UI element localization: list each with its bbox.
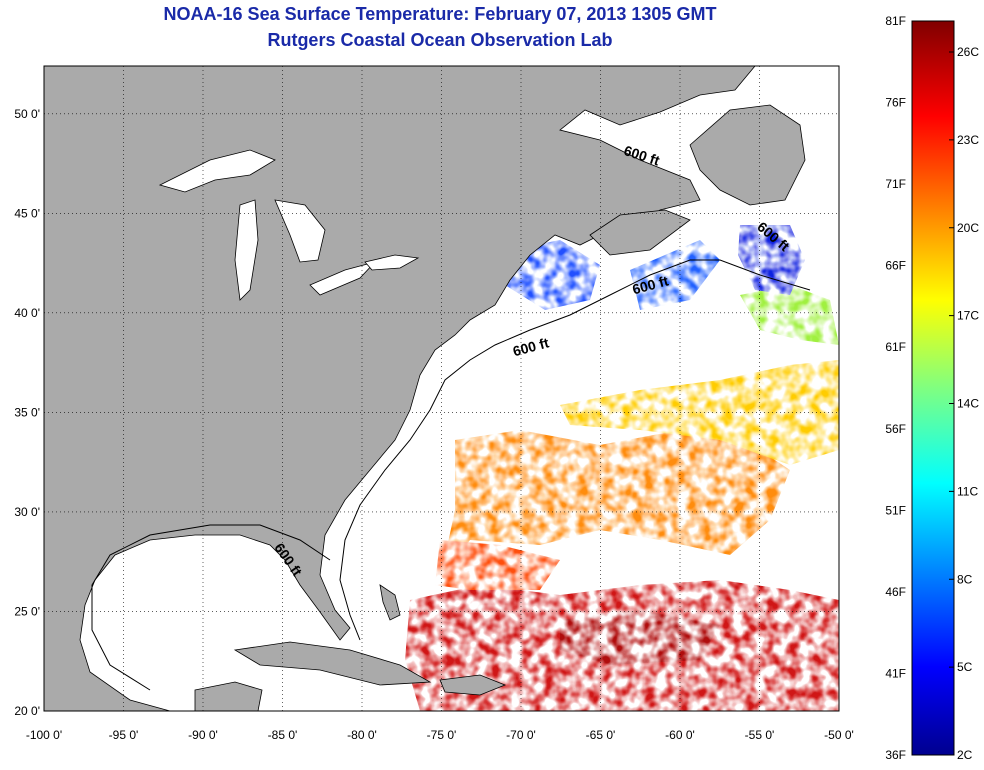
newfoundland xyxy=(689,104,806,206)
colorbar-f-label: 76F xyxy=(885,96,906,110)
lon-tick-label: -75 0' xyxy=(427,728,457,742)
colorbar-f-label: 51F xyxy=(885,503,906,517)
colorbar-f-label: 46F xyxy=(885,585,906,599)
lon-tick-label: -50 0' xyxy=(824,728,854,742)
lon-tick-label: -55 0' xyxy=(745,728,775,742)
sst-yellow-band xyxy=(560,360,839,465)
lat-tick-label: 40 0' xyxy=(14,306,40,320)
colorbar-c-label: 5C xyxy=(957,660,973,674)
colorbar-c-label: 17C xyxy=(957,309,979,323)
colorbar-ticks: 81F 76F 71F 66F 61F 56F 51F 46F 41F 36F 26C 23C 20C 1… xyxy=(885,14,979,762)
lake-huron xyxy=(274,199,326,263)
lon-tick-label: -60 0' xyxy=(665,728,695,742)
sst-data-layer xyxy=(405,225,839,711)
land-layer xyxy=(44,66,806,711)
depth-contour-600ft xyxy=(91,259,811,691)
colorbar-f-label: 81F xyxy=(885,14,906,28)
lat-tick-label: 30 0' xyxy=(14,505,40,519)
colorbar-f-label: 56F xyxy=(885,422,906,436)
lat-tick-label: 25 0' xyxy=(14,604,40,618)
map-subtitle: Rutgers Coastal Ocean Observation Lab xyxy=(267,30,613,50)
lon-tick-label: -65 0' xyxy=(586,728,616,742)
colorbar-f-label: 66F xyxy=(885,259,906,273)
lake-superior xyxy=(158,149,276,193)
colorbar-c-label: 2C xyxy=(957,748,973,762)
sst-red-orange-edge xyxy=(435,540,560,590)
lon-tick-label: -95 0' xyxy=(109,728,139,742)
sst-green-patch xyxy=(740,285,839,345)
colorbar-f-label: 61F xyxy=(885,340,906,354)
colorbar-f-label: 36F xyxy=(885,748,906,762)
sst-dark-red-patch xyxy=(560,610,720,665)
nova-scotia xyxy=(589,209,691,256)
lon-tick-label: -70 0' xyxy=(506,728,536,742)
grid-lines xyxy=(44,66,839,711)
hispaniola xyxy=(439,674,507,696)
bahamas xyxy=(379,584,401,621)
colorbar-c-label: 11C xyxy=(957,484,978,498)
sst-blue-patch-scotian xyxy=(505,240,600,310)
colorbar xyxy=(911,20,955,756)
lake-ontario xyxy=(364,254,420,271)
axis-tick-labels: -100 0' -95 0' -90 0' -85 0' -80 0' -75 0' -70… xyxy=(14,107,853,742)
colorbar-c-label: 23C xyxy=(957,133,979,147)
sst-orange-band xyxy=(440,430,790,580)
sst-blue-patch-gulf-maine xyxy=(630,240,720,310)
lon-tick-label: -80 0' xyxy=(347,728,377,742)
great-lakes xyxy=(158,149,420,301)
lon-tick-label: -100 0' xyxy=(26,728,62,742)
colorbar-c-label: 20C xyxy=(957,221,979,235)
map-title: NOAA-16 Sea Surface Temperature: Februar… xyxy=(163,4,717,24)
lat-tick-label: 50 0' xyxy=(14,107,40,121)
lon-tick-label: -85 0' xyxy=(268,728,298,742)
lat-tick-label: 45 0' xyxy=(14,206,40,220)
lat-tick-label: 35 0' xyxy=(14,405,40,419)
colorbar-c-label: 26C xyxy=(957,45,979,59)
lon-tick-label: -90 0' xyxy=(188,728,218,742)
map-frame xyxy=(43,65,840,712)
sst-blue-patch-north xyxy=(738,225,805,295)
colorbar-c-label: 14C xyxy=(957,397,979,411)
lake-erie xyxy=(309,261,377,296)
cuba xyxy=(233,641,432,686)
colorbar-c-label: 8C xyxy=(957,572,973,586)
colorbar-f-label: 71F xyxy=(885,177,906,191)
north-america-landmass xyxy=(44,66,756,711)
lake-michigan xyxy=(234,199,259,301)
yucatan xyxy=(194,681,263,711)
colorbar-f-label: 41F xyxy=(885,666,906,680)
lat-tick-label: 20 0' xyxy=(14,704,40,718)
